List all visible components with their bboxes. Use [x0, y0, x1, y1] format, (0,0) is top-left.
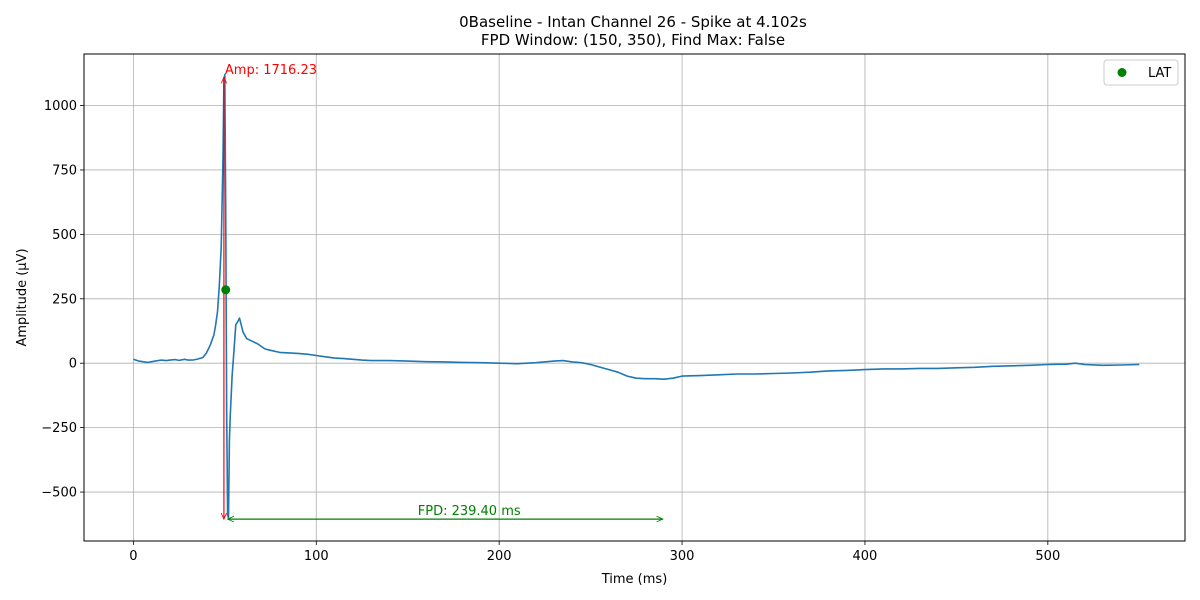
chart-subtitle: FPD Window: (150, 350), Find Max: False	[481, 31, 785, 49]
x-tick-label: 500	[1035, 549, 1060, 564]
annotations: Amp: 1716.23 FPD: 239.40 ms	[221, 63, 663, 519]
x-tick-label: 100	[304, 549, 329, 564]
fpd-label: FPD: 239.40 ms	[418, 504, 521, 519]
series-layer	[133, 73, 1140, 519]
ticks: 0 100 200 300 400 500 −500 −250 0 250 500 750 1000	[41, 99, 1060, 564]
chart-title: 0Baseline - Intan Channel 26 - Spike at …	[459, 13, 807, 31]
legend-box	[1103, 59, 1179, 86]
x-tick-label: 400	[853, 549, 878, 564]
y-tick-label: 1000	[44, 99, 77, 114]
y-tick-label: 500	[52, 228, 77, 243]
amp-label: Amp: 1716.23	[225, 63, 317, 78]
grid	[84, 54, 1185, 541]
y-tick-label: 250	[52, 292, 77, 307]
x-axis-label: Time (ms)	[601, 572, 668, 587]
legend-label-lat: LAT	[1148, 66, 1171, 81]
y-tick-label: 0	[69, 357, 77, 372]
y-axis-label: Amplitude (µV)	[15, 248, 30, 346]
y-tick-label: −500	[41, 486, 77, 501]
signal-line	[133, 73, 1140, 519]
x-tick-label: 300	[670, 549, 695, 564]
legend-marker-lat	[1117, 68, 1127, 77]
y-tick-label: 750	[52, 163, 77, 178]
legend: LAT	[1103, 59, 1179, 86]
x-tick-label: 0	[129, 549, 137, 564]
plot-frame	[83, 53, 1186, 542]
y-tick-label: −250	[41, 421, 77, 436]
lat-point	[221, 285, 231, 295]
x-tick-label: 200	[487, 549, 512, 564]
